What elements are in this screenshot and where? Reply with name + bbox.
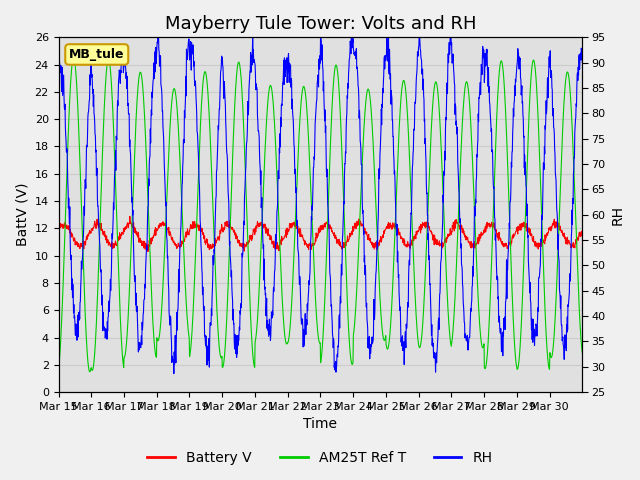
Y-axis label: RH: RH [611,205,625,225]
Title: Mayberry Tule Tower: Volts and RH: Mayberry Tule Tower: Volts and RH [164,15,476,33]
Text: MB_tule: MB_tule [69,48,125,61]
Legend: Battery V, AM25T Ref T, RH: Battery V, AM25T Ref T, RH [142,445,498,471]
X-axis label: Time: Time [303,418,337,432]
Y-axis label: BattV (V): BattV (V) [15,183,29,246]
